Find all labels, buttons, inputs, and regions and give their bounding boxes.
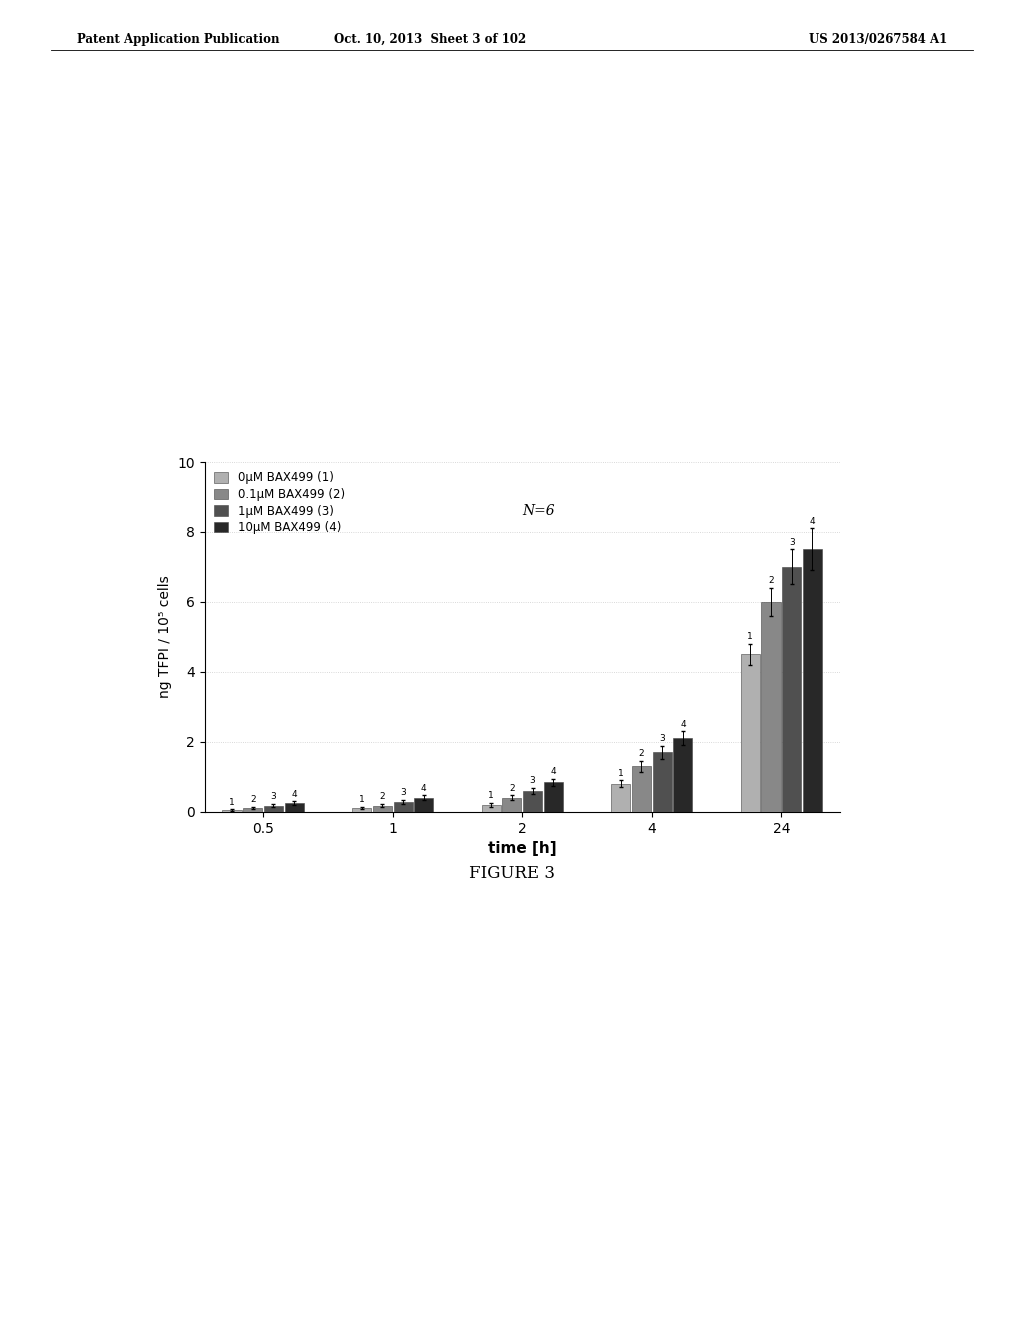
Bar [244,808,262,812]
Text: 2: 2 [639,750,644,758]
Bar [652,752,672,812]
Bar [415,797,433,812]
Text: 3: 3 [400,788,406,797]
Bar [762,602,780,812]
Text: 3: 3 [270,792,276,801]
Text: 4: 4 [810,516,815,525]
Text: 2: 2 [380,792,385,801]
Text: 4: 4 [292,789,297,799]
Bar [285,803,304,812]
Bar [393,803,413,812]
Text: 4: 4 [551,767,556,776]
Bar [222,810,242,812]
Bar [264,805,283,812]
Y-axis label: ng TFPI / 10⁵ cells: ng TFPI / 10⁵ cells [158,576,172,698]
Text: 1: 1 [748,632,754,642]
Bar [803,549,822,812]
Bar [674,738,692,812]
Text: 4: 4 [680,719,686,729]
Bar [782,568,801,812]
Text: Oct. 10, 2013  Sheet 3 of 102: Oct. 10, 2013 Sheet 3 of 102 [334,33,526,46]
Bar [523,791,542,812]
Text: 1: 1 [229,797,234,807]
Text: 1: 1 [488,791,494,800]
Bar [632,767,651,812]
X-axis label: time [h]: time [h] [487,841,557,857]
Text: 3: 3 [788,537,795,546]
Text: N=6: N=6 [522,504,555,517]
Bar [373,805,392,812]
Bar [352,808,371,812]
Bar [503,797,521,812]
Text: 3: 3 [659,734,665,743]
Text: 1: 1 [617,768,624,777]
Bar [481,805,501,812]
Text: Patent Application Publication: Patent Application Publication [77,33,280,46]
Bar [544,781,563,812]
Text: 1: 1 [358,796,365,804]
Bar [611,784,630,812]
Bar [740,655,760,812]
Text: US 2013/0267584 A1: US 2013/0267584 A1 [809,33,947,46]
Text: 4: 4 [421,784,427,792]
Text: FIGURE 3: FIGURE 3 [469,865,555,882]
Text: 2: 2 [250,796,256,804]
Text: 2: 2 [509,784,515,792]
Legend: 0μM BAX499 (1), 0.1μM BAX499 (2), 1μM BAX499 (3), 10μM BAX499 (4): 0μM BAX499 (1), 0.1μM BAX499 (2), 1μM BA… [211,467,348,537]
Text: 2: 2 [768,576,774,585]
Text: 3: 3 [529,776,536,785]
